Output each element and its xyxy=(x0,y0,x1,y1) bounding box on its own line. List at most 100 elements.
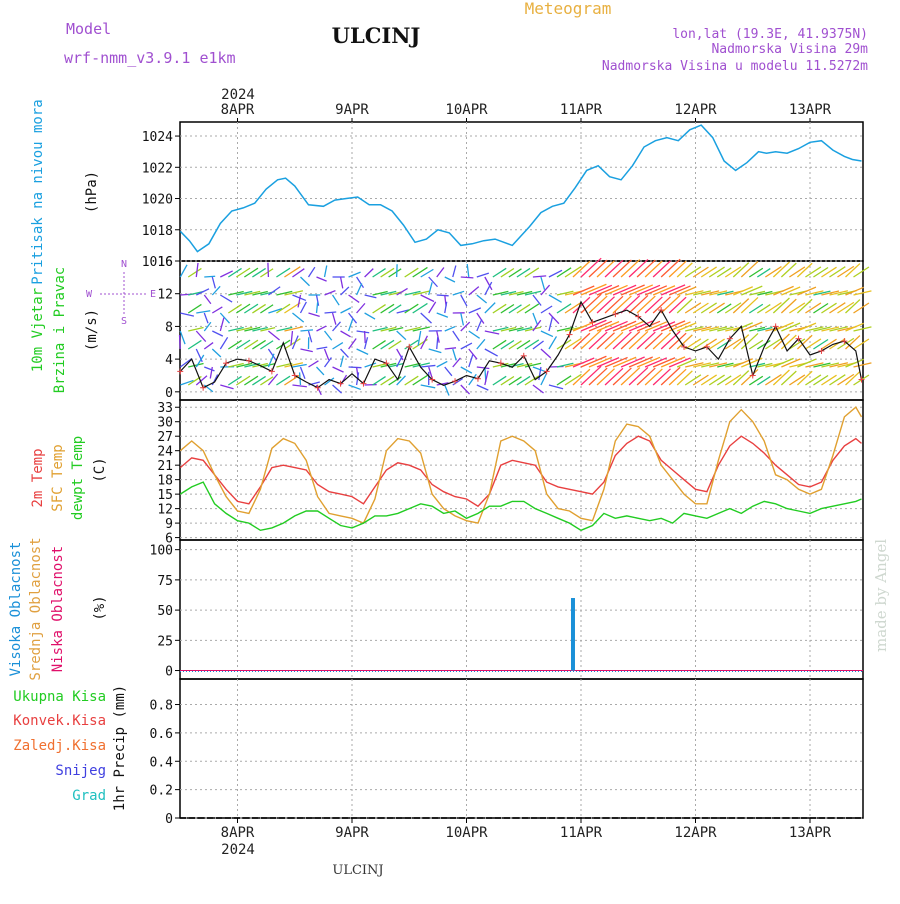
wind-barb xyxy=(461,295,467,306)
wind-barb xyxy=(709,267,724,277)
wind-barb xyxy=(781,335,796,349)
day-label-top: 13APR xyxy=(789,102,832,118)
wind-barb xyxy=(365,269,374,277)
wind-barb xyxy=(485,349,498,356)
wind-barb xyxy=(813,340,828,349)
wind-barb xyxy=(284,339,300,349)
panel-precip xyxy=(180,679,863,818)
y-tick-label: 1018 xyxy=(142,224,173,239)
y-tick-label: 8 xyxy=(165,320,173,335)
y-tick-label: 1024 xyxy=(142,130,173,145)
y-tick-label: 0.8 xyxy=(150,699,173,714)
wind-barb xyxy=(477,295,487,303)
wind-barb xyxy=(677,299,692,313)
wind-barb xyxy=(244,376,258,385)
wind-barb xyxy=(300,302,306,313)
wind-barb xyxy=(180,313,194,316)
wind-barb xyxy=(701,303,716,313)
wind-barb xyxy=(300,349,312,352)
wind-barb xyxy=(493,304,506,313)
wind-barb xyxy=(597,261,614,277)
wind-barb xyxy=(421,365,436,367)
temp-ylabel-2m: 2m Temp xyxy=(30,448,46,507)
wind-barb xyxy=(637,260,655,277)
wind-barb xyxy=(741,297,758,313)
wind-barb xyxy=(292,385,306,387)
model-elevation-text: Nadmorska Visina u modelu 11.5272m xyxy=(602,59,868,74)
y-tick-label: 12 xyxy=(157,288,173,303)
day-label-top: 9APR xyxy=(335,102,369,118)
wind-barb xyxy=(717,304,731,313)
wind-barb xyxy=(397,331,406,340)
wind-barb xyxy=(637,368,655,385)
wind-barb xyxy=(341,331,351,337)
wind-barb xyxy=(300,367,305,379)
wind-ylabel-1: 10m Vjetar xyxy=(30,288,46,372)
wind-barb xyxy=(781,263,796,277)
wind-speed-line xyxy=(180,302,861,388)
wind-barb xyxy=(317,302,318,313)
wind-barb xyxy=(829,339,845,349)
wind-barb xyxy=(308,267,314,277)
wind-barb xyxy=(341,308,351,313)
y-tick-label: 0.4 xyxy=(150,755,174,770)
day-label-bottom: 9APR xyxy=(335,825,369,841)
wind-barb xyxy=(541,306,552,313)
wind-barb xyxy=(685,339,701,349)
year-bottom: 2024 xyxy=(221,842,255,858)
wind-barb xyxy=(381,376,394,385)
y-tick-label: 24 xyxy=(157,445,173,460)
wind-barb xyxy=(685,267,701,277)
panel-pressure xyxy=(180,122,863,261)
wind-barb xyxy=(445,385,449,396)
compass-west: W xyxy=(86,289,93,300)
wind-barb xyxy=(349,319,353,331)
wind-barb xyxy=(405,304,419,313)
temp-2m-line xyxy=(180,436,861,506)
wind-barb xyxy=(781,371,796,385)
compass-north: N xyxy=(121,259,127,270)
wind-barb xyxy=(188,327,203,331)
y-tick-label: 1020 xyxy=(142,193,173,208)
wind-barb xyxy=(477,339,485,349)
wind-barb xyxy=(549,313,559,324)
day-label-top: 11APR xyxy=(560,102,603,118)
wind-unit: (m/s) xyxy=(84,309,100,351)
wind-barb xyxy=(204,295,211,304)
wind-barb xyxy=(333,343,343,349)
y-tick-label: 50 xyxy=(157,604,173,619)
y-tick-label: 12 xyxy=(157,503,173,518)
wind-barb xyxy=(469,287,479,295)
wind-barb xyxy=(549,385,563,389)
wind-barb xyxy=(365,331,366,343)
wind-barb xyxy=(589,260,607,277)
wind-barb xyxy=(212,375,217,385)
wind-barb xyxy=(397,349,403,360)
temp-ylabel-sfc: SFC Temp xyxy=(50,444,66,511)
wind-barb xyxy=(228,340,241,349)
wind-barb xyxy=(349,272,361,277)
pressure-ylabel: Pritisak na nivou mora xyxy=(30,99,46,284)
wind-barb xyxy=(613,296,631,313)
wind-barb xyxy=(653,333,670,349)
wind-barb xyxy=(854,339,869,349)
wind-barb xyxy=(397,356,403,367)
wind-barb xyxy=(341,349,349,357)
wind-barb xyxy=(661,331,680,349)
wind-barb xyxy=(276,268,290,277)
wind-barb xyxy=(701,375,716,385)
wind-barb xyxy=(573,261,590,277)
wind-barb xyxy=(445,367,452,376)
wind-barb xyxy=(333,367,344,372)
y-tick-label: 0.6 xyxy=(150,727,173,742)
wind-barb xyxy=(212,331,223,336)
precip-ylabel: 1hr Precip (mm) xyxy=(112,685,128,811)
wind-barb xyxy=(437,313,448,317)
y-tick-label: 0 xyxy=(165,812,173,827)
wind-barb xyxy=(605,296,623,313)
wind-barb xyxy=(854,303,869,313)
wind-barb xyxy=(613,332,631,349)
precip-legend-convective: Konvek.Kisa xyxy=(13,713,106,729)
wind-barb xyxy=(549,317,553,331)
